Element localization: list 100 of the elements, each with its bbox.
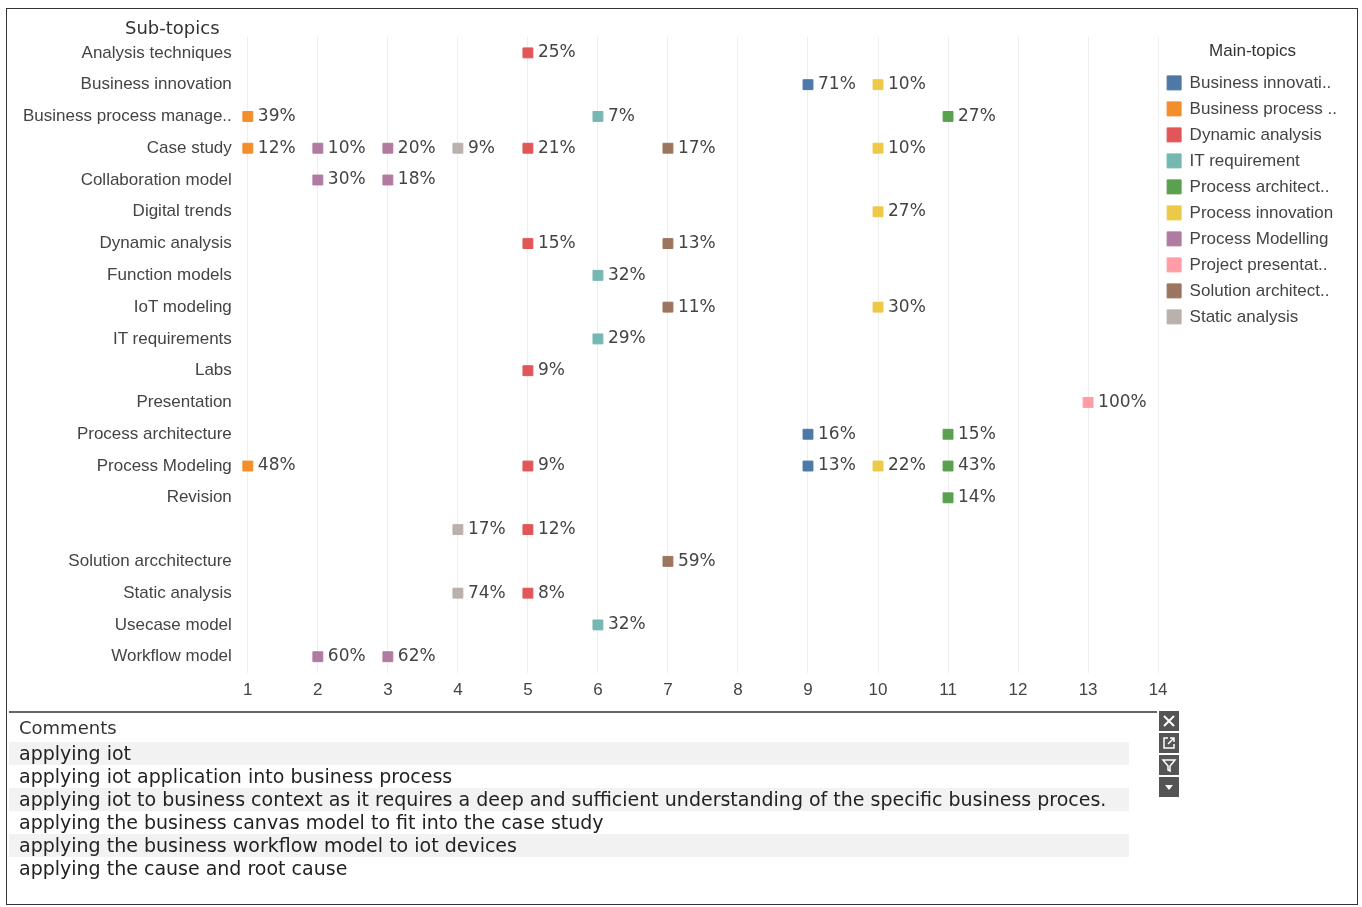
point [942,428,954,440]
point [592,269,604,281]
x-tick-label: 12 [1008,680,1028,700]
point [242,460,254,472]
point [382,142,394,154]
point [872,460,884,472]
annotation: 9% [537,359,565,380]
point [382,174,394,186]
legend-label: Project presentat.. [1189,254,1328,274]
point [942,492,954,504]
point [592,111,604,122]
annotation: 71% [818,73,856,94]
point [592,333,604,345]
annotation: 9% [537,454,565,475]
legend-label: Static analysis [1189,306,1299,326]
legend-label: Business innovati.. [1189,72,1332,92]
y-tick-label: Presentation [136,392,232,412]
y-tick-label: Process architecture [76,423,232,443]
y-tick-label: Solution arcchitecture [68,551,232,571]
x-tick-label: 14 [1148,680,1168,700]
legend-label: Process innovation [1189,202,1334,222]
annotation: 74% [467,581,506,602]
annotation: 20% [397,136,436,157]
x-tick-label: 2 [313,680,323,700]
annotation: 22% [888,454,926,475]
y-tick-label: Process Modeling [96,455,232,475]
annotation: 12% [537,518,576,539]
x-tick-label: 5 [523,680,533,700]
x-tick-label: 1 [243,680,253,700]
point [522,47,534,59]
annotation: 60% [327,645,366,666]
annotation: 25% [537,41,576,62]
point [522,460,534,472]
legend-label: Process Modelling [1189,228,1329,248]
annotation: 32% [607,613,646,634]
text: applying the business canvas model to fit into the case study [18,811,605,834]
point [452,587,464,599]
x-tick-label: 10 [868,680,888,700]
y-tick-label: IT requirements [113,328,232,348]
annotation: 43% [958,454,996,475]
point [242,111,254,122]
y-tick-label: Workflow model [111,646,232,666]
y-axis-title: Sub-topics [125,16,220,38]
point [382,651,394,663]
annotation: 11% [677,295,716,316]
point [522,524,534,536]
annotation: 39% [257,104,296,125]
x-tick-label: 4 [453,680,463,700]
point [872,206,884,218]
x-tick-label: 9 [803,680,813,700]
x-tick-label: 3 [383,680,393,700]
point [522,365,534,377]
y-tick-label: Usecase model [114,614,232,634]
point [872,142,884,154]
point [942,111,954,122]
legend-label: IT requirement [1189,150,1301,170]
annotation: 15% [537,231,576,252]
y-tick-label: Case study [146,137,233,157]
x-tick-label: 7 [663,680,673,700]
point [452,142,464,154]
point [522,587,534,599]
y-tick-label: Function models [107,265,232,285]
point [312,651,324,663]
annotation: 7% [607,104,635,125]
annotation: 8% [537,581,565,602]
annotation: 27% [888,200,926,221]
x-tick-label: 11 [939,680,957,700]
annotation: 62% [397,645,436,666]
point [662,301,674,313]
annotation: 13% [677,231,716,252]
point [802,460,814,472]
annotation: 9% [467,136,495,157]
y-tick-label: Revision [166,487,232,507]
text: applying the cause and root cause [18,857,349,880]
annotation: 29% [607,327,646,348]
point [662,142,674,154]
point [662,555,674,567]
y-tick-label: Collaboration model [80,169,232,189]
point [662,238,674,250]
point [522,238,534,250]
y-tick-label: Static analysis [123,582,232,602]
point [942,460,954,472]
annotation: 27% [958,104,996,125]
annotation: 100% [1098,390,1147,411]
y-tick-label: Analysis techniques [81,42,232,62]
annotation: 15% [958,422,996,443]
point [312,142,324,154]
x-tick-label: 13 [1078,680,1098,700]
legend-label: Dynamic analysis [1189,124,1322,144]
point [242,142,254,154]
text: applying iot to business context as it requires a deep and sufficient understanding of the specific business proces. [9,788,1129,811]
point [802,79,814,91]
text: applying the business workflow model to iot devices [9,834,1129,857]
text: applying iot [9,742,1129,765]
point [872,301,884,313]
text: Comments [18,716,118,740]
annotation: 10% [888,73,926,94]
text: applying iot application into business process [18,765,454,788]
x-tick-label: 8 [733,680,743,700]
annotation: 14% [958,486,996,507]
